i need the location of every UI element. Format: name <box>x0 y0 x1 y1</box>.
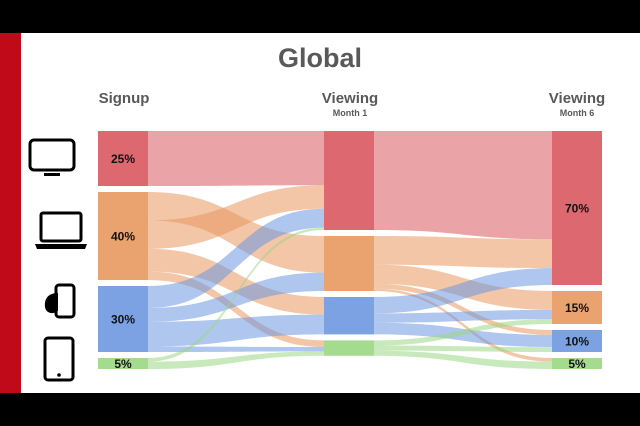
flow-1-laptop-to-tablet <box>374 288 552 362</box>
flow-0-smartphone-to-tablet <box>148 346 324 352</box>
slide-title: Global <box>277 43 362 73</box>
flow-0-smartphone-to-laptop <box>148 272 324 322</box>
node-label-month6-laptop: 15% <box>565 301 589 315</box>
flow-1-laptop-to-smartphone <box>374 283 552 335</box>
flow-1-tablet-to-tablet <box>374 350 552 369</box>
node-label-month6-smartphone: 10% <box>565 335 589 349</box>
flow-1-smartphone-to-laptop <box>374 309 552 323</box>
node-label-month6-tablet: 5% <box>568 357 586 371</box>
column-header-label: Signup <box>98 90 150 107</box>
column-header-signup: Signup <box>84 91 164 107</box>
column-header-sub: Month 6 <box>559 108 595 118</box>
nodes: 25% 40% 30% 5% 70% 15% 10% 5% <box>98 131 602 371</box>
node-month6-tv <box>552 131 602 285</box>
node-label-signup-tablet: 5% <box>114 357 132 371</box>
flows <box>148 131 552 369</box>
laptop-icon <box>35 211 87 249</box>
slide: Global Signup Viewing Month 1 Viewing Mo… <box>0 33 640 393</box>
flow-1-laptop-to-tv <box>374 236 552 269</box>
node-label-signup-tv: 25% <box>111 152 135 166</box>
flow-0-tablet-to-tablet <box>148 351 324 369</box>
column-header-label: Viewing <box>321 90 379 107</box>
node-signup-tablet <box>98 358 148 369</box>
flow-0-smartphone-to-smartphone <box>148 314 324 347</box>
node-month6-laptop <box>552 291 602 324</box>
flow-1-smartphone-to-tv <box>374 268 552 314</box>
tv-icon <box>28 138 76 176</box>
flow-0-laptop-to-laptop <box>148 192 324 273</box>
node-label-signup-laptop: 40% <box>111 230 135 244</box>
node-signup-smartphone <box>98 286 148 352</box>
node-month1-tv <box>324 131 374 230</box>
node-month6-smartphone <box>552 330 602 352</box>
flow-0-laptop-to-smartphone <box>148 248 324 315</box>
flow-1-tablet-to-laptop <box>374 319 552 346</box>
flow-1-tablet-to-smartphone <box>374 345 552 352</box>
column-header-month1: Viewing Month 1 <box>310 91 390 119</box>
flow-0-laptop-to-tv <box>148 185 324 249</box>
smartphone-icon <box>44 283 76 319</box>
tablet-icon <box>43 336 75 382</box>
flow-1-smartphone-to-smartphone <box>374 322 552 348</box>
node-signup-laptop <box>98 192 148 280</box>
flow-0-smartphone-to-tv <box>148 208 324 308</box>
flow-1-tv-to-tv <box>374 131 552 240</box>
column-header-month6: Viewing Month 6 <box>536 91 618 119</box>
flow-0-tablet-to-tv <box>148 227 324 362</box>
flow-0-tv-to-tv <box>148 131 324 186</box>
flow-0-laptop-to-tablet <box>148 271 324 347</box>
column-header-sub: Month 1 <box>332 108 368 118</box>
column-header-label: Viewing <box>548 90 606 107</box>
node-signup-tv <box>98 131 148 186</box>
node-label-month6-tv: 70% <box>565 202 589 216</box>
sankey-diagram: 25% 40% 30% 5% 70% 15% 10% 5% <box>98 131 602 371</box>
node-label-signup-smartphone: 30% <box>111 313 135 327</box>
node-month1-laptop <box>324 236 374 291</box>
node-month6-tablet <box>552 358 602 369</box>
accent-bar <box>0 33 21 393</box>
node-month1-tablet <box>324 340 374 356</box>
node-month1-smartphone <box>324 297 374 335</box>
